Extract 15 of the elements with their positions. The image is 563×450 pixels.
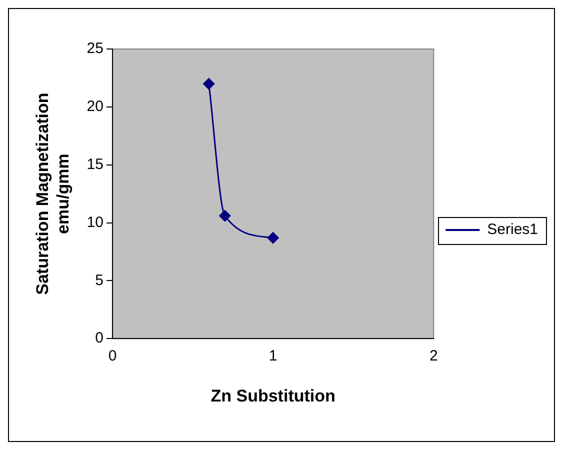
y-tick-label: 25 xyxy=(86,40,104,58)
legend-label: Series1 xyxy=(487,221,538,238)
x-tick-label: 2 xyxy=(429,348,438,365)
point xyxy=(203,78,215,90)
y-axis-title: Saturation Magnetization emu/gmm xyxy=(32,92,72,295)
y-tick-label: 20 xyxy=(86,98,104,116)
y-tick-label: 5 xyxy=(95,272,104,289)
x-axis-title: Zn Substitution xyxy=(210,386,336,406)
y-tick-label: 15 xyxy=(86,156,104,173)
y-tick-label: 0 xyxy=(95,330,104,347)
y-tick-label: 10 xyxy=(86,214,104,231)
point xyxy=(267,232,279,244)
x-tick-label: 1 xyxy=(268,348,278,365)
point xyxy=(219,210,231,222)
x-tick-label: 0 xyxy=(108,348,117,365)
